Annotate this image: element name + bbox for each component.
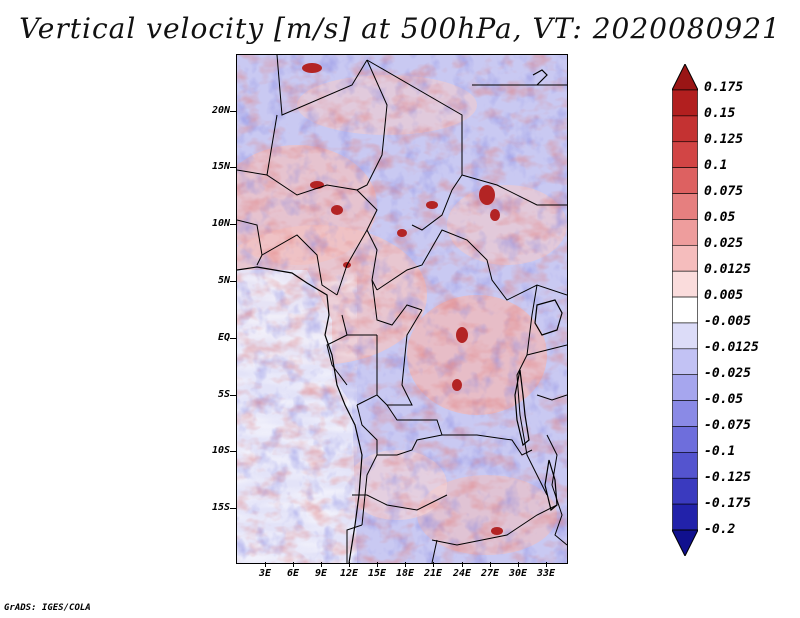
colorbar-cap-bottom [672, 529, 698, 556]
colorbar-label: 0.005 [704, 288, 744, 303]
lon-label-12e: 12E [339, 568, 359, 579]
lon-label-6e: 6E [286, 568, 300, 579]
lat-tick [230, 224, 236, 225]
colorbar-box [672, 270, 698, 298]
lon-tick [349, 562, 350, 567]
colorbar-box [672, 219, 698, 246]
colorbar-label: 0.15 [704, 106, 736, 121]
colorbar-label: -0.005 [704, 314, 751, 329]
lon-tick [518, 562, 519, 567]
colorbar-label: 0.125 [704, 132, 744, 147]
lon-label-15e: 15E [367, 568, 387, 579]
lat-label-eq: EQ [217, 332, 230, 343]
colorbar-box [672, 426, 698, 453]
lon-tick [490, 562, 491, 567]
lat-label-5n: 5N [217, 275, 230, 286]
colorbar [672, 64, 698, 556]
lon-label-21e: 21E [423, 568, 443, 579]
lon-label-18e: 18E [395, 568, 415, 579]
lat-label-10s: 10S [211, 445, 230, 456]
great-lakes [514, 69, 563, 512]
strong-updraft-cores [302, 63, 503, 535]
colorbar-box [672, 348, 698, 376]
lon-label-30e: 30E [508, 568, 528, 579]
colorbar-box [672, 244, 698, 272]
lat-label-15n: 15N [211, 161, 230, 172]
colorbar-label: 0.075 [704, 184, 744, 199]
colorbar-box [672, 89, 698, 117]
lon-label-24e: 24E [452, 568, 472, 579]
colorbar-label: -0.1 [704, 444, 736, 459]
colorbar-label: -0.125 [704, 470, 751, 485]
lat-label-15s: 15S [211, 502, 230, 513]
lon-label-3e: 3E [258, 568, 272, 579]
colorbar-label: 0.05 [704, 210, 736, 225]
colorbar-box [672, 115, 698, 143]
lon-tick [321, 562, 322, 567]
lat-tick [230, 338, 236, 339]
lon-tick [377, 562, 378, 567]
velocity-field-map [237, 55, 567, 563]
lat-tick [230, 395, 236, 396]
lat-tick [230, 167, 236, 168]
colorbar-label: -0.05 [704, 392, 744, 407]
lon-label-9e: 9E [314, 568, 328, 579]
lon-tick [546, 562, 547, 567]
colorbar-label: 0.1 [704, 158, 728, 173]
lon-label-33e: 33E [536, 568, 556, 579]
colorbar-box [672, 477, 698, 505]
lon-tick [462, 562, 463, 567]
lat-tick [230, 451, 236, 452]
map-title: Vertical velocity [m/s] at 500hPa, VT: 2… [19, 12, 781, 45]
positive-speckle [237, 55, 567, 563]
map-panel [236, 54, 568, 564]
lat-tick [230, 281, 236, 282]
lat-label-10n: 10N [211, 218, 230, 229]
colorbar-label: -0.075 [704, 418, 751, 433]
lat-tick [230, 111, 236, 112]
colorbar-box [672, 400, 698, 427]
colorbar-box [672, 503, 698, 531]
colorbar-cap-top [672, 64, 698, 91]
colorbar-label: 0.0125 [704, 262, 751, 277]
colorbar-box [672, 141, 698, 168]
colorbar-label: 0.175 [704, 80, 744, 95]
colorbar-label: -0.025 [704, 366, 751, 381]
colorbar-box [672, 193, 698, 220]
colorbar-box [672, 322, 698, 350]
colorbar-box [672, 167, 698, 194]
lon-tick [265, 562, 266, 567]
lat-label-5s: 5S [217, 389, 230, 400]
colorbar-label: 0.025 [704, 236, 744, 251]
colorbar-label: -0.175 [704, 496, 751, 511]
lat-label-20n: 20N [211, 105, 230, 116]
lon-tick [433, 562, 434, 567]
lon-tick [405, 562, 406, 567]
colorbar-label: -0.0125 [704, 340, 759, 355]
lat-tick [230, 508, 236, 509]
colorbar-box [672, 374, 698, 401]
colorbar-box [672, 296, 698, 324]
lon-label-27e: 27E [480, 568, 500, 579]
country-borders [237, 55, 567, 563]
west-coastline [237, 266, 363, 563]
colorbar-box [672, 452, 698, 479]
grads-credit: GrADS: IGES/COLA [4, 603, 91, 613]
lon-tick [293, 562, 294, 567]
colorbar-label: -0.2 [704, 522, 736, 537]
